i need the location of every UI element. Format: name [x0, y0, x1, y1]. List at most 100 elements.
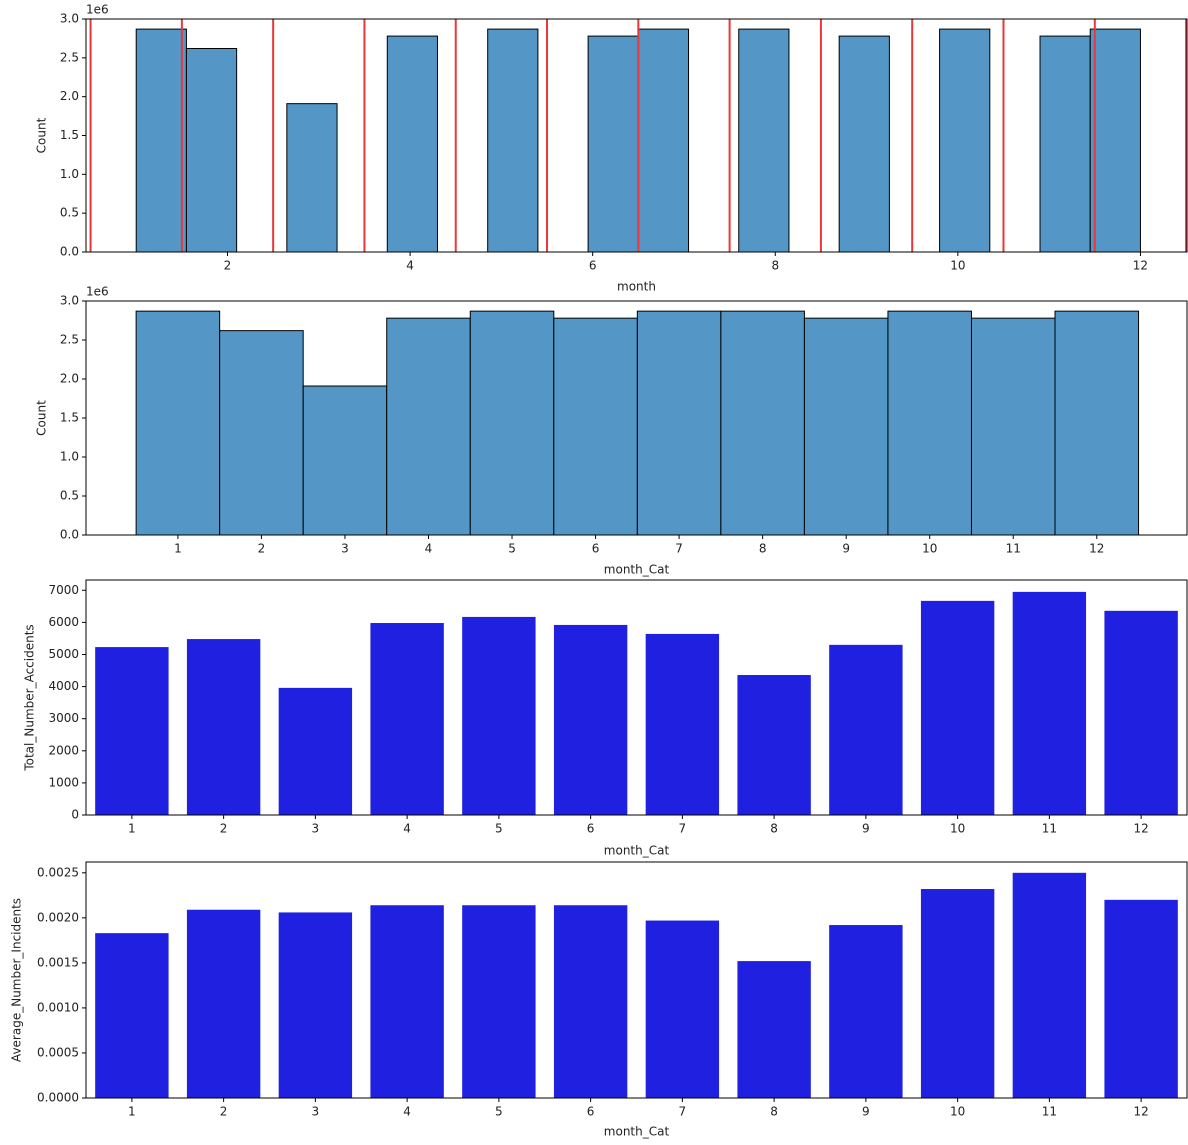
x-tick-label: 12 [1133, 822, 1148, 836]
histogram-bar [135, 28, 187, 252]
bar [95, 647, 169, 815]
y-tick-label: 2.0 [60, 372, 79, 386]
histogram-bar [1039, 35, 1091, 252]
y-axis-label: Count [35, 400, 49, 436]
x-tick-label: 1 [128, 1105, 136, 1119]
plot-area [89, 19, 1187, 252]
y-tick-label: 0.0010 [37, 1000, 79, 1014]
bar [829, 925, 903, 1098]
x-tick-label: 2 [224, 259, 232, 273]
y-axis-label: Average_Number_Incidents [10, 898, 24, 1062]
bar [737, 961, 811, 1098]
histogram-bar [587, 35, 639, 252]
x-tick-label: 2 [220, 822, 228, 836]
x-axis-label: month_Cat [604, 1125, 670, 1139]
y-tick-label: 2.5 [60, 50, 79, 64]
axes-frame [85, 18, 1188, 253]
plot-area [135, 310, 1140, 535]
y-tick-label: 1.5 [60, 128, 79, 142]
x-tick-label: 11 [1006, 542, 1021, 556]
y-tick-label: 0.0 [60, 245, 79, 259]
x-axis-label: month [617, 280, 656, 294]
y-tick-label: 4000 [48, 679, 79, 693]
axes-frame [85, 861, 1188, 1099]
x-tick-label: 2 [258, 542, 266, 556]
y-tick-label: 3.0 [60, 294, 79, 308]
bar [829, 644, 903, 815]
axes-frame [85, 300, 1188, 536]
plot-area [95, 591, 1178, 815]
bar [1012, 872, 1087, 1098]
bar [645, 633, 720, 815]
y-tick-label: 1.0 [60, 450, 79, 464]
y-tick-label: 0.5 [60, 206, 79, 220]
y-tick-label: 6000 [48, 615, 79, 629]
x-tick-label: 12 [1133, 259, 1148, 273]
y-tick-label: 1000 [48, 775, 79, 789]
histogram-bar [469, 310, 555, 535]
x-tick-label: 6 [587, 1105, 595, 1119]
histogram-bar [887, 310, 972, 535]
axes-frame [85, 579, 1188, 816]
x-tick-label: 10 [922, 542, 937, 556]
bar [1012, 591, 1087, 815]
x-tick-label: 4 [403, 822, 411, 836]
x-tick-label: 8 [771, 259, 779, 273]
bar [920, 889, 995, 1098]
y-tick-label: 1.0 [60, 167, 79, 181]
y-tick-label: 0.5 [60, 489, 79, 503]
x-tick-label: 8 [770, 1105, 778, 1119]
y-tick-label: 0.0005 [37, 1045, 79, 1059]
histogram-bar [185, 48, 238, 252]
x-tick-label: 1 [128, 822, 136, 836]
y-tick-label: 0 [71, 808, 79, 822]
bar [553, 624, 628, 815]
y-tick-label: 0.0000 [37, 1091, 79, 1105]
histogram-bar [738, 28, 790, 252]
x-tick-label: 10 [950, 1105, 965, 1119]
histogram-bar [302, 385, 388, 535]
x-axis-label: month_Cat [604, 563, 670, 577]
histogram-bar [386, 35, 438, 252]
plot-area [95, 872, 1178, 1098]
x-tick-label: 7 [675, 542, 683, 556]
histogram-bar [637, 28, 690, 252]
bar [1104, 899, 1178, 1098]
x-tick-label: 9 [842, 542, 850, 556]
bar [1104, 610, 1178, 815]
histogram-bar [487, 28, 539, 252]
y-tick-label: 3000 [48, 711, 79, 725]
x-tick-label: 10 [950, 822, 965, 836]
bar [186, 909, 261, 1098]
x-tick-label: 5 [495, 1105, 503, 1119]
y-tick-label: 2.0 [60, 89, 79, 103]
histogram-bar [838, 35, 890, 252]
y-tick-label: 2.5 [60, 333, 79, 347]
x-tick-label: 6 [587, 822, 595, 836]
y-tick-label: 0.0020 [37, 910, 79, 924]
bar [462, 905, 536, 1098]
histogram-bar [135, 310, 221, 535]
x-tick-label: 11 [1042, 822, 1057, 836]
x-tick-label: 3 [312, 1105, 320, 1119]
histogram-bar [553, 317, 638, 535]
x-tick-label: 4 [403, 1105, 411, 1119]
x-tick-label: 5 [495, 822, 503, 836]
x-tick-label: 8 [759, 542, 767, 556]
y-tick-label: 2000 [48, 743, 79, 757]
y-offset-label: 1e6 [86, 3, 109, 17]
y-tick-label: 5000 [48, 647, 79, 661]
y-tick-label: 0.0025 [37, 865, 79, 879]
histogram-bar [1054, 310, 1140, 535]
y-axis-label: Count [35, 117, 49, 153]
histogram-bar [939, 28, 991, 252]
bar [278, 912, 353, 1098]
x-tick-label: 2 [220, 1105, 228, 1119]
bar [737, 675, 811, 815]
x-tick-label: 3 [312, 822, 320, 836]
bar [95, 933, 169, 1098]
